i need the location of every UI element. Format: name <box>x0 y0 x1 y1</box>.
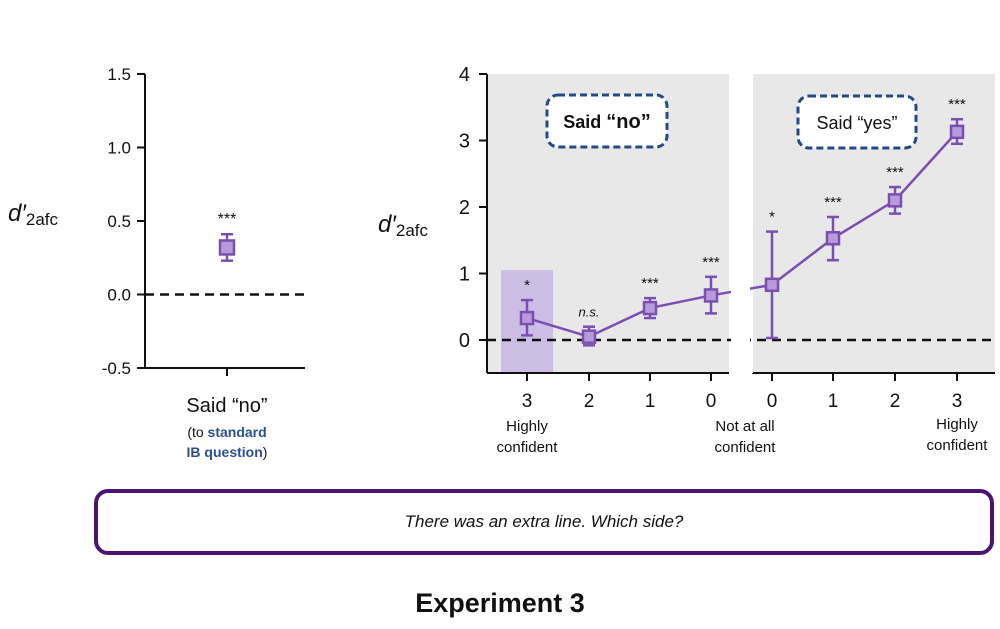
chart2-end-label: Not at all <box>715 418 774 435</box>
chart2-x-tick-label: 3 <box>952 391 963 412</box>
chart2-data-point <box>581 329 597 344</box>
chart2-data-point <box>642 300 658 316</box>
chart2-x-tick-label: 1 <box>645 391 656 412</box>
callout-said-no-box <box>545 93 669 149</box>
question-prompt-text: There was an extra line. Which side? <box>404 512 684 531</box>
chart2-significance-label: * <box>524 277 530 294</box>
chart2-x-tick-label: 2 <box>890 391 901 412</box>
chart2-data-point <box>887 193 903 208</box>
chart2-y-tick-label: 2 <box>459 197 470 219</box>
chart1-note-link-ib-question: IB question <box>187 444 263 460</box>
chart2-y-axis-label: d′2afc <box>378 211 428 240</box>
chart2-significance-label: *** <box>886 164 904 181</box>
callout-said-no-prefix: Said <box>563 112 606 132</box>
chart2-end-label: confident <box>715 439 777 456</box>
chart2-data-point <box>949 124 965 140</box>
callout-said-yes-label: Said “yes” <box>816 113 897 133</box>
chart2-x-tick-label: 1 <box>828 391 839 412</box>
chart1-note-suffix: ) <box>263 444 268 460</box>
chart2-data-point <box>519 310 535 326</box>
chart2-end-label: Highly <box>936 416 978 433</box>
chart2-data-point <box>703 288 719 303</box>
chart2-significance-label: *** <box>702 254 720 271</box>
chart2-x-tick-label: 0 <box>706 391 717 412</box>
chart2-significance-label: *** <box>948 96 966 113</box>
chart2-y-label-main: d′ <box>378 211 397 238</box>
chart1-y-tick-label: 1.0 <box>107 139 131 158</box>
chart1-y-label-sub: 2afc <box>26 210 59 229</box>
chart1-category-label: Said “no” <box>186 395 267 417</box>
chart2-significance-label: *** <box>824 194 842 211</box>
chart2-data-point <box>825 231 841 246</box>
chart2-x-tick-label: 3 <box>522 391 533 412</box>
chart1-category-note-line2: IB question) <box>187 444 268 460</box>
figure-title: Experiment 3 <box>415 588 585 618</box>
chart2-data-point <box>764 277 780 293</box>
chart1-note-prefix: (to <box>187 424 207 440</box>
chart2-x-tick-label: 2 <box>584 391 595 412</box>
callout-said-yes-box <box>796 94 918 150</box>
chart1-y-tick-label: 0.0 <box>107 286 131 305</box>
chart1-y-tick-label: 0.5 <box>107 212 131 231</box>
chart2-significance-label: n.s. <box>579 305 600 320</box>
chart2-y-tick-label: 4 <box>459 64 470 86</box>
chart1-y-label-main: d′ <box>8 200 27 227</box>
chart1-data-point <box>218 239 236 256</box>
chart1-note-link-standard: standard <box>208 424 267 440</box>
chart2-end-label: Highly <box>506 418 548 435</box>
chart2-end-label: confident <box>927 437 989 454</box>
callout-said-no-quote: “no” <box>606 111 650 133</box>
chart1-significance-label: *** <box>218 211 237 228</box>
chart2-panel-gap <box>731 74 750 373</box>
chart2-end-label: confident <box>497 439 559 456</box>
chart2-y-label-sub: 2afc <box>396 221 429 240</box>
chart2-significance-label: * <box>769 209 775 226</box>
chart2-x-tick-label: 0 <box>767 391 778 412</box>
chart1-y-axis-label: d′2afc <box>8 200 58 229</box>
callout-said-no-label: Said “no” <box>563 111 650 133</box>
chart2-y-tick-label: 0 <box>459 330 470 352</box>
chart1-category-note-line1: (to standard <box>187 424 266 440</box>
chart1-y-tick-label: -0.5 <box>102 359 131 378</box>
chart1-y-tick-label: 1.5 <box>107 65 131 84</box>
chart2-y-tick-label: 3 <box>459 131 470 153</box>
chart2-significance-label: *** <box>641 275 659 292</box>
chart2-y-tick-label: 1 <box>459 264 470 286</box>
question-prompt-box: There was an extra line. Which side? <box>94 489 994 555</box>
